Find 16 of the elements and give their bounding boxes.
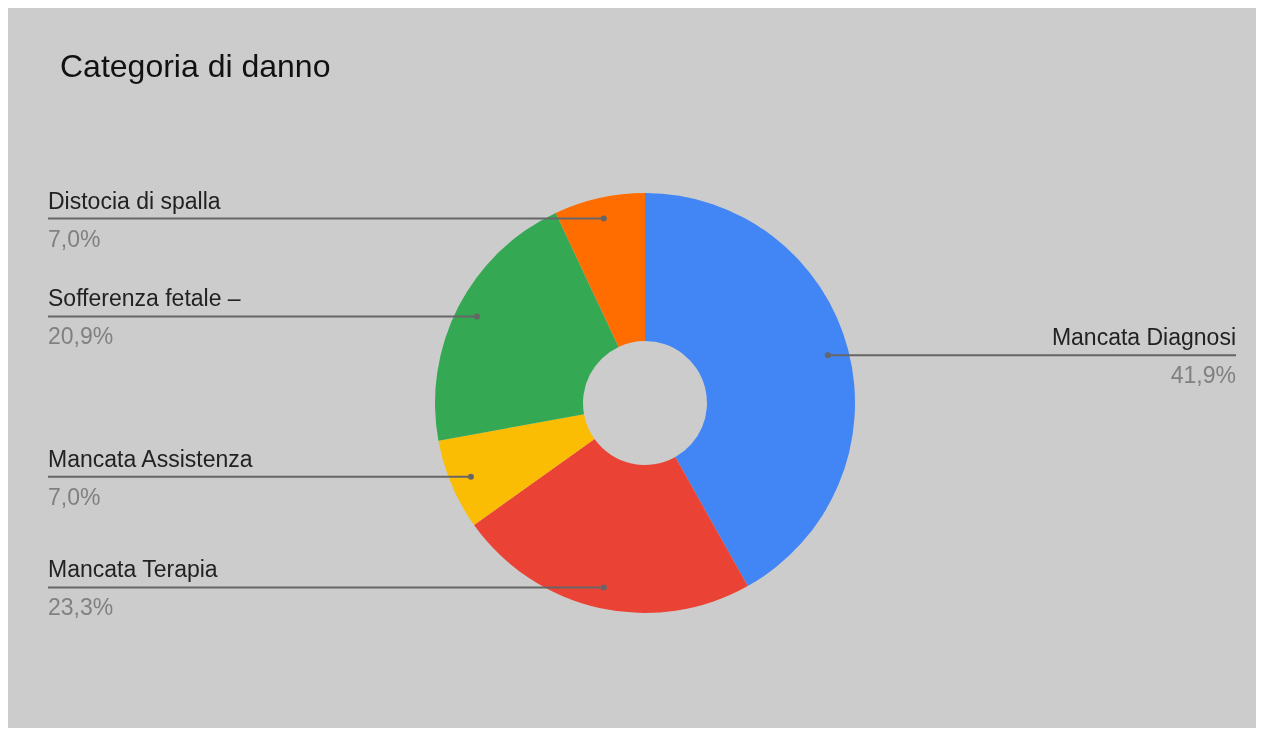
slice-label: Sofferenza fetale – bbox=[48, 285, 241, 312]
data-label: 23,3% bbox=[48, 594, 114, 621]
data-label: 20,9% bbox=[48, 323, 114, 350]
donut-slice bbox=[555, 193, 645, 347]
donut-slice bbox=[435, 212, 619, 441]
donut-slice bbox=[438, 414, 595, 525]
donut-slice bbox=[474, 439, 748, 613]
chart-title: Categoria di danno bbox=[60, 48, 331, 85]
slice-label: Mancata Diagnosi bbox=[1051, 324, 1236, 351]
slice-label: Distocia di spalla bbox=[48, 187, 221, 214]
data-label: 7,0% bbox=[48, 483, 101, 510]
slice-label: Mancata Terapia bbox=[48, 556, 218, 583]
donut-slice bbox=[645, 193, 855, 587]
slice-label: Mancata Assistenza bbox=[48, 445, 253, 472]
data-label: 7,0% bbox=[48, 225, 101, 252]
data-label: 41,9% bbox=[1170, 362, 1236, 389]
